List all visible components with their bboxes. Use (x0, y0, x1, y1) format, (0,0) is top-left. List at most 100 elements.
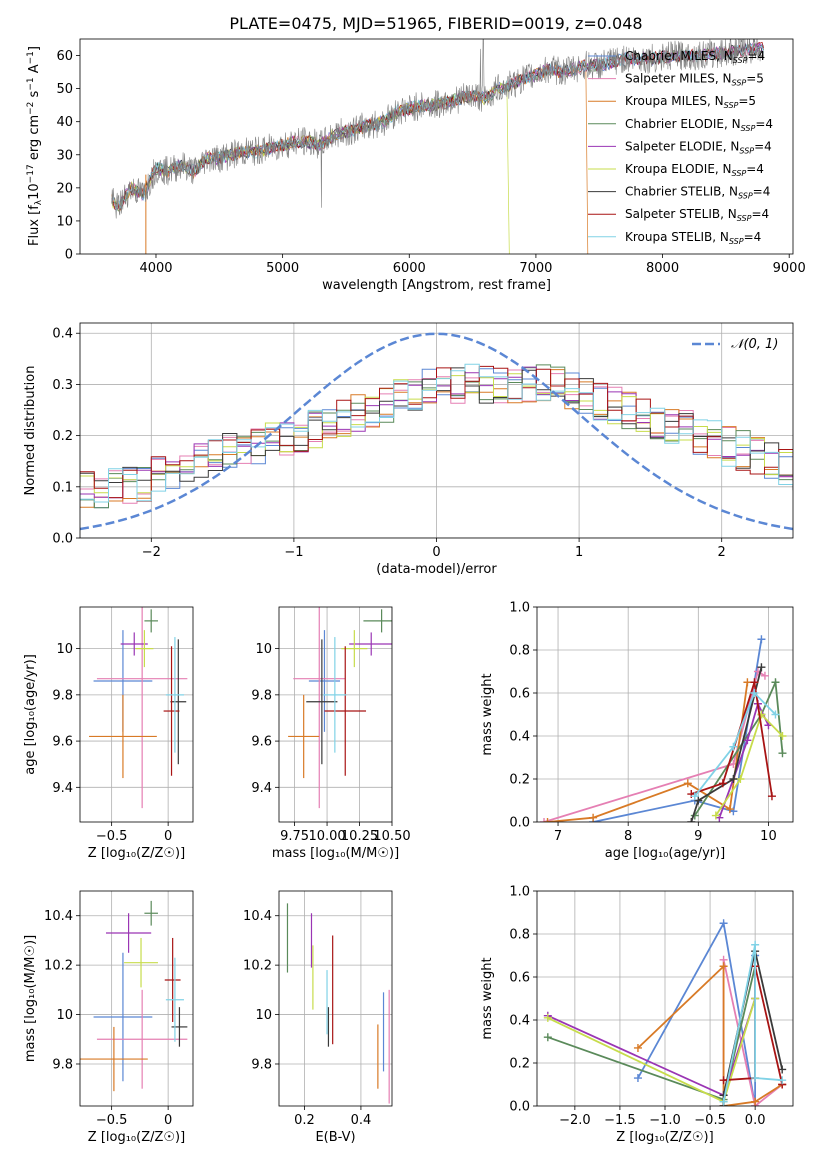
weight_vs_Z-plot-area (537, 891, 793, 1106)
spectrum-plot-area (111, 39, 764, 254)
spectrum-xtick-label: 7000 (519, 261, 552, 276)
mass_vs_Z-xtick-label: 0 (164, 1113, 172, 1128)
residuals-plot-area (80, 323, 793, 538)
weight-line (715, 712, 784, 817)
weight-marker (543, 1033, 552, 1042)
age_vs_mass-xtick-label: 9.75 (280, 829, 309, 844)
residual-histogram (80, 363, 793, 503)
weight-marker (694, 796, 703, 805)
spectrum-xlabel: wavelength [Angstrom, rest frame] (322, 278, 551, 293)
weight-marker (719, 1076, 728, 1085)
spectrum-ytick-label: 40 (56, 115, 73, 130)
weight-marker (589, 813, 598, 822)
spectrum-ytick-label: 60 (56, 49, 73, 64)
mass_vs_ebv-ytick-label: 10.4 (243, 909, 272, 924)
age_vs_mass-ytick-label: 9.6 (251, 735, 272, 750)
weight_vs_Z-ytick-label: 0.8 (509, 928, 530, 943)
weight_vs_Z-axes: −2.0 −1.5 −1.0 −0.5 0.0 0.0 0.2 0.4 0.6 0.8 1.0 Z [… (480, 885, 794, 1145)
weight-marker (778, 732, 787, 740)
legend-entry: Salpeter MILES, NSSP=5 (625, 72, 764, 88)
mass_vs_Z-ytick-label: 9.8 (52, 1057, 73, 1072)
age_vs_mass-ytick-label: 10 (255, 642, 272, 657)
legend-entry: Kroupa MILES, NSSP=5 (625, 94, 756, 110)
weight-marker (718, 779, 727, 788)
spectrum-ylabel: Flux [fλ10−17 erg cm−2 s−1 A−1] (26, 46, 44, 246)
weight-line (592, 639, 763, 822)
legend-entry: Salpeter ELODIE, NSSP=4 (625, 139, 772, 155)
figure-title: PLATE=0475, MJD=51965, FIBERID=0019, z=0… (229, 14, 642, 33)
age_vs_Z-plot-area (80, 607, 193, 822)
weight-marker (757, 663, 766, 672)
age_vs_Z-xtick-label: 0 (164, 829, 172, 844)
weight-marker (757, 635, 766, 644)
legend-entry: Kroupa STELIB, NSSP=4 (625, 230, 761, 246)
weight_vs_Z-xtick-label: 0.0 (745, 1113, 766, 1128)
weight_vs_Z-ytick-label: 1.0 (509, 885, 530, 900)
weight-marker (725, 805, 734, 814)
legend-entry: Chabrier ELODIE, NSSP=4 (625, 117, 773, 133)
weight-marker (771, 710, 780, 719)
legend-entry: Salpeter STELIB, NSSP=4 (625, 207, 769, 223)
age_vs_Z-frame (79, 606, 194, 823)
weight-line (637, 964, 783, 1106)
residual-histogram (80, 369, 793, 504)
weight_vs_age-xtick-label: 7 (554, 829, 562, 844)
weight-marker (540, 818, 549, 822)
weight-marker (719, 1097, 728, 1106)
residuals-ytick-label: 0.1 (52, 480, 73, 495)
mass_vs_Z-plot-area (80, 891, 193, 1106)
spectrum-ytick-label: 30 (56, 148, 73, 163)
observed-spectrum-line (111, 39, 764, 219)
weight-marker (719, 919, 728, 928)
weight_vs_age-ytick-label: 0.0 (509, 816, 530, 831)
age_vs_Z-ytick-label: 9.4 (52, 781, 73, 796)
weight_vs_age-frame (536, 606, 794, 823)
mass_vs_Z-xtick-label: −0.5 (96, 1113, 128, 1128)
weight-marker (543, 1013, 552, 1022)
residuals-xtick-label: 0 (432, 545, 440, 560)
weight-marker (778, 1076, 787, 1085)
spectrum-ytick-label: 20 (56, 181, 73, 196)
age_vs_mass-frame (278, 606, 393, 823)
age_vs_Z-xtick-label: −0.5 (96, 829, 128, 844)
age_vs_Z-ytick-label: 9.6 (52, 735, 73, 750)
weight_vs_Z-ytick-label: 0.4 (509, 1014, 530, 1029)
weight-marker (751, 1074, 760, 1083)
weight-marker (767, 792, 776, 801)
weight_vs_age-xtick-label: 10 (760, 829, 777, 844)
residuals-ytick-label: 0.4 (52, 327, 73, 342)
spectrum-xtick-label: 6000 (393, 261, 426, 276)
mass_vs_Z-ytick-label: 10.2 (44, 959, 73, 974)
spectrum-xtick-label: 5000 (266, 261, 299, 276)
mass_vs_Z-ylabel: mass [log₁₀(M/M☉)] (23, 935, 38, 1062)
mass_vs_Z-xlabel: Z [log₁₀(Z/Z☉)] (88, 1130, 185, 1145)
weight-marker (743, 678, 752, 687)
weight-marker (711, 811, 720, 820)
spectrum-axes: 4000 5000 6000 7000 8000 9000 0 10 20 30 40 50 60 wav… (26, 38, 806, 293)
residuals-ytick-label: 0.0 (52, 532, 73, 547)
weight-line (722, 944, 783, 1102)
weight-line (690, 666, 763, 822)
age_vs_mass-xlabel: mass [log₁₀(M/M☉)] (272, 846, 399, 861)
age_vs_mass-ytick-label: 9.8 (251, 688, 272, 703)
weight-marker (743, 736, 752, 745)
residuals-axes: −2 −1 0 1 2 0.0 0.1 0.2 0.3 0.4 (data-model)/error… (23, 322, 794, 577)
mass_vs_ebv-xtick-label: 0.4 (351, 1113, 372, 1128)
spectrum-ytick-label: 0 (65, 248, 73, 263)
mass_vs_Z-ytick-label: 10 (56, 1008, 73, 1023)
weight-marker (751, 940, 760, 949)
age_vs_Z-axes: −0.5 0 9.4 9.6 9.8 10 Z [log₁₀(Z/Z☉)] age [log₁… (23, 606, 194, 861)
weight_vs_Z-xtick-label: −1.5 (604, 1113, 636, 1128)
weight-marker (751, 1097, 760, 1106)
residuals-ytick-label: 0.3 (52, 378, 73, 393)
mass_vs_ebv-frame (278, 890, 393, 1107)
weight-marker (687, 818, 696, 822)
weight_vs_age-axes: 7 8 9 10 0.0 0.2 0.4 0.6 0.8 1.0 age [log₁₀(age/yr… (480, 601, 794, 861)
weight_vs_Z-xtick-label: −1.0 (649, 1113, 681, 1128)
weight_vs_age-ytick-label: 0.2 (509, 773, 530, 788)
weight-line (547, 682, 749, 822)
mass_vs_ebv-xtick-label: 0.2 (294, 1113, 315, 1128)
legend-entry: Chabrier MILES, NSSP=4 (625, 49, 765, 65)
